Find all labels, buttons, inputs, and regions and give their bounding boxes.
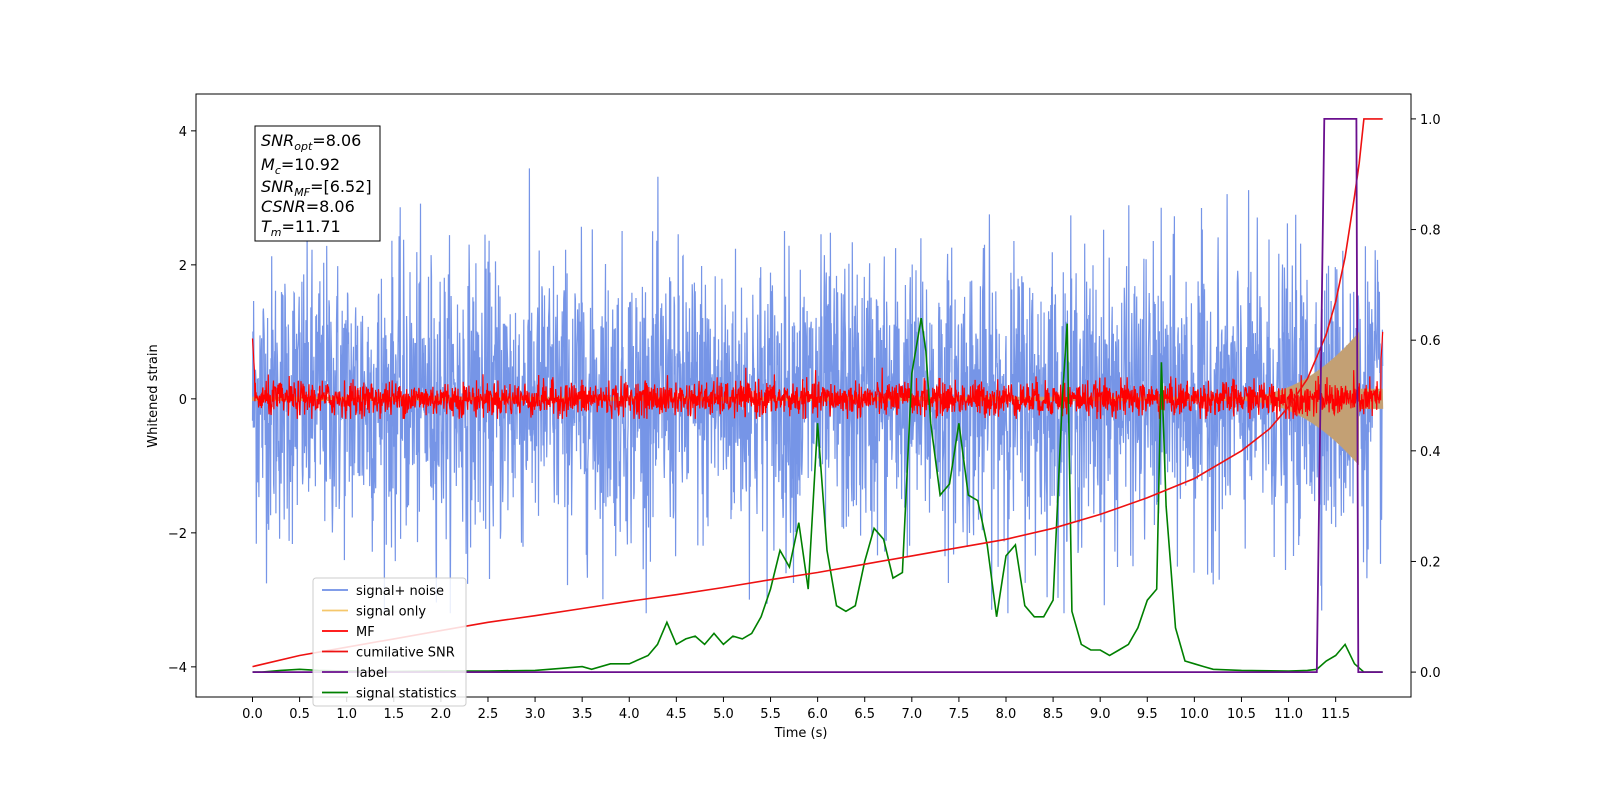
x-tick-label: 11.0 — [1274, 707, 1303, 722]
x-tick-label: 7.5 — [949, 707, 970, 722]
legend-label: signal only — [356, 605, 426, 620]
x-tick-label: 7.0 — [901, 707, 922, 722]
legend-label: signal+ noise — [356, 584, 444, 599]
x-tick-label: 4.0 — [619, 707, 640, 722]
legend: signal+ noise signal only MF cumilative SNR… — [312, 577, 467, 707]
x-tick-label: 1.0 — [336, 707, 357, 722]
x-tick-label: 8.5 — [1043, 707, 1064, 722]
annotation-csnr: CSNR=8.06 — [261, 197, 355, 216]
x-tick-label: 8.0 — [996, 707, 1017, 722]
x-tick-label: 0.0 — [242, 707, 263, 722]
x-tick-label: 9.0 — [1090, 707, 1111, 722]
annotation-snr-opt: SNRopt=8.06 — [261, 131, 361, 153]
metrics-annotation: SNRopt=8.06 Mc=10.92 SNRMF=[6.52] CSNR=8… — [254, 125, 381, 242]
y2-tick-label: 1.0 — [1420, 113, 1441, 128]
x-tick-label: 9.5 — [1137, 707, 1158, 722]
x-tick-label: 1.5 — [383, 707, 404, 722]
y-tick-label: −4 — [168, 661, 187, 676]
x-tick-label: 2.0 — [431, 707, 452, 722]
y-tick-label: −2 — [168, 527, 187, 542]
y-axis-label: Whitened strain — [146, 344, 161, 447]
x-tick-label: 10.0 — [1180, 707, 1209, 722]
y2-tick-label: 0.2 — [1420, 555, 1441, 570]
series-line — [251, 331, 1384, 419]
x-tick-label: 0.5 — [289, 707, 310, 722]
y2-tick-label: 0.0 — [1420, 666, 1441, 681]
x-tick-label: 3.5 — [572, 707, 593, 722]
legend-label: signal statistics — [356, 687, 457, 702]
series-line — [252, 118, 1383, 668]
annotation-mc: Mc=10.92 — [261, 155, 340, 177]
legend-box — [312, 577, 467, 707]
x-tick-label: 2.5 — [478, 707, 499, 722]
x-tick-label: 3.0 — [525, 707, 546, 722]
x-tick-label: 6.5 — [854, 707, 875, 722]
x-tick-label: 6.0 — [807, 707, 828, 722]
y2-tick-label: 0.4 — [1420, 445, 1441, 460]
y-tick-label: 2 — [179, 259, 187, 274]
y2-tick-label: 0.8 — [1420, 224, 1441, 239]
annotation-tm: Tm=11.71 — [261, 217, 341, 239]
x-axis-label: Time (s) — [774, 726, 828, 741]
x-tick-label: 10.5 — [1227, 707, 1256, 722]
x-tick-label: 11.5 — [1321, 707, 1350, 722]
plot-area — [251, 118, 1384, 673]
annotation-box — [254, 125, 381, 242]
series-line — [252, 118, 1383, 673]
y-axis-left: −4 −2 0 2 4 — [168, 125, 196, 676]
plot-frame — [195, 93, 1412, 698]
x-tick-label: 5.0 — [713, 707, 734, 722]
y-axis-right: 0.0 0.2 0.4 0.6 0.8 1.0 — [1411, 113, 1441, 681]
legend-label: MF — [356, 625, 375, 640]
legend-label: label — [356, 666, 387, 681]
annotation-snr-mf: SNRMF=[6.52] — [261, 177, 372, 199]
series-line — [252, 317, 1383, 673]
y-tick-label: 0 — [179, 393, 187, 408]
legend-label: cumilative SNR — [356, 646, 455, 661]
y-tick-label: 4 — [179, 125, 187, 140]
x-axis: 0.0 0.5 1.0 1.5 2.0 2.5 3.0 3.5 4.0 4.5 5.0 5.5 6.0 6… — [242, 697, 1350, 722]
y2-tick-label: 0.6 — [1420, 334, 1441, 349]
x-tick-label: 5.5 — [760, 707, 781, 722]
x-tick-label: 4.5 — [666, 707, 687, 722]
